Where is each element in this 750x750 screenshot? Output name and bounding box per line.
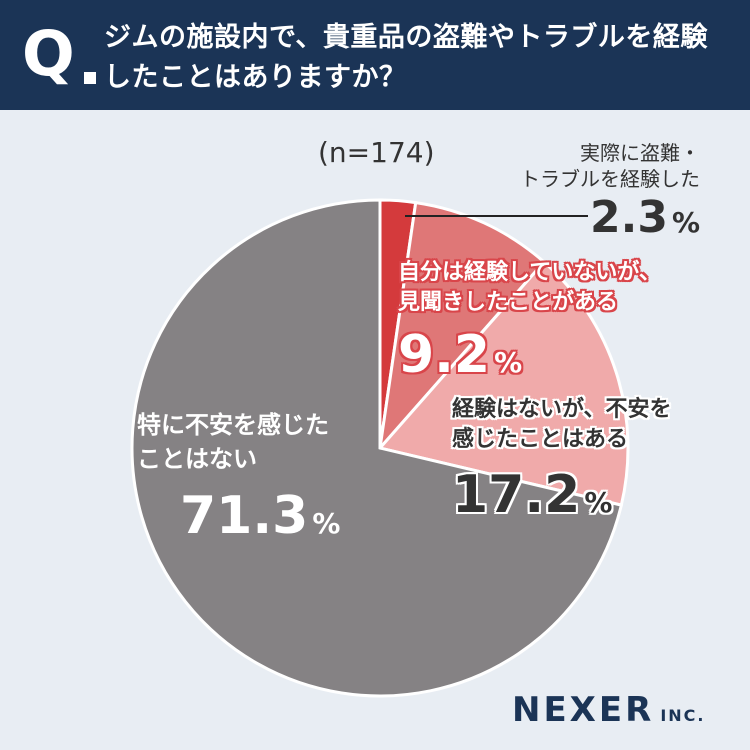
question-header: Q ジムの施設内で、貴重品の盗難やトラブルを経験 したことはありますか？ xyxy=(0,0,750,110)
q-mark: Q xyxy=(22,17,75,90)
pie-slice-2 xyxy=(377,200,547,453)
label-experienced-line-1: 実際に盗難・ xyxy=(580,141,700,165)
value-anxious-percent: % xyxy=(584,486,613,519)
label-anxious: 経験はないが、不安を 感じたことはある xyxy=(452,395,672,455)
label-experienced-line-2: トラブルを経験した xyxy=(520,167,700,191)
pie-slice-4 xyxy=(130,198,624,698)
pie-slice-3 xyxy=(377,259,630,507)
label-none-line-1: 特に不安を感じた xyxy=(137,411,329,439)
value-experienced-percent: % xyxy=(671,206,701,239)
label-anxious-line-1: 経験はないが、不安を xyxy=(452,397,672,422)
value-none: 71.3% xyxy=(180,486,340,546)
q-dot xyxy=(84,72,96,84)
label-anxious-line-2: 感じたことはある xyxy=(452,427,629,452)
label-heard: 自分は経験していないが、 見聞きしたことがある xyxy=(398,258,661,318)
value-heard-percent: % xyxy=(494,346,523,379)
question-line-2: したことはありますか？ xyxy=(104,62,407,93)
value-experienced-number: 2.3 xyxy=(590,192,668,243)
value-anxious: 17.2% xyxy=(452,465,612,525)
value-heard-number: 9.2 xyxy=(398,325,491,385)
value-experienced: 2.3% xyxy=(590,188,700,248)
question-text: ジムの施設内で、貴重品の盗難やトラブルを経験 したことはありますか？ xyxy=(104,18,734,98)
label-experienced: 実際に盗難・ トラブルを経験した xyxy=(520,140,700,192)
value-anxious-number: 17.2 xyxy=(452,465,581,525)
value-none-number: 71.3 xyxy=(180,486,309,546)
label-none: 特に不安を感じた ことはない xyxy=(137,408,329,476)
nexer-logo: NEXER INC. xyxy=(512,690,705,730)
label-heard-line-1: 自分は経験していないが、 xyxy=(398,260,661,285)
value-none-percent: % xyxy=(312,507,341,540)
logo-inc: INC. xyxy=(660,706,706,725)
logo-main: NEXER xyxy=(512,690,655,730)
label-none-line-2: ことはない xyxy=(137,445,257,473)
question-line-1: ジムの施設内で、貴重品の盗難やトラブルを経験 xyxy=(104,22,708,53)
label-heard-line-2: 見聞きしたことがある xyxy=(398,290,619,315)
sample-size: (n=174) xyxy=(318,136,435,169)
value-heard: 9.2% xyxy=(398,325,522,385)
